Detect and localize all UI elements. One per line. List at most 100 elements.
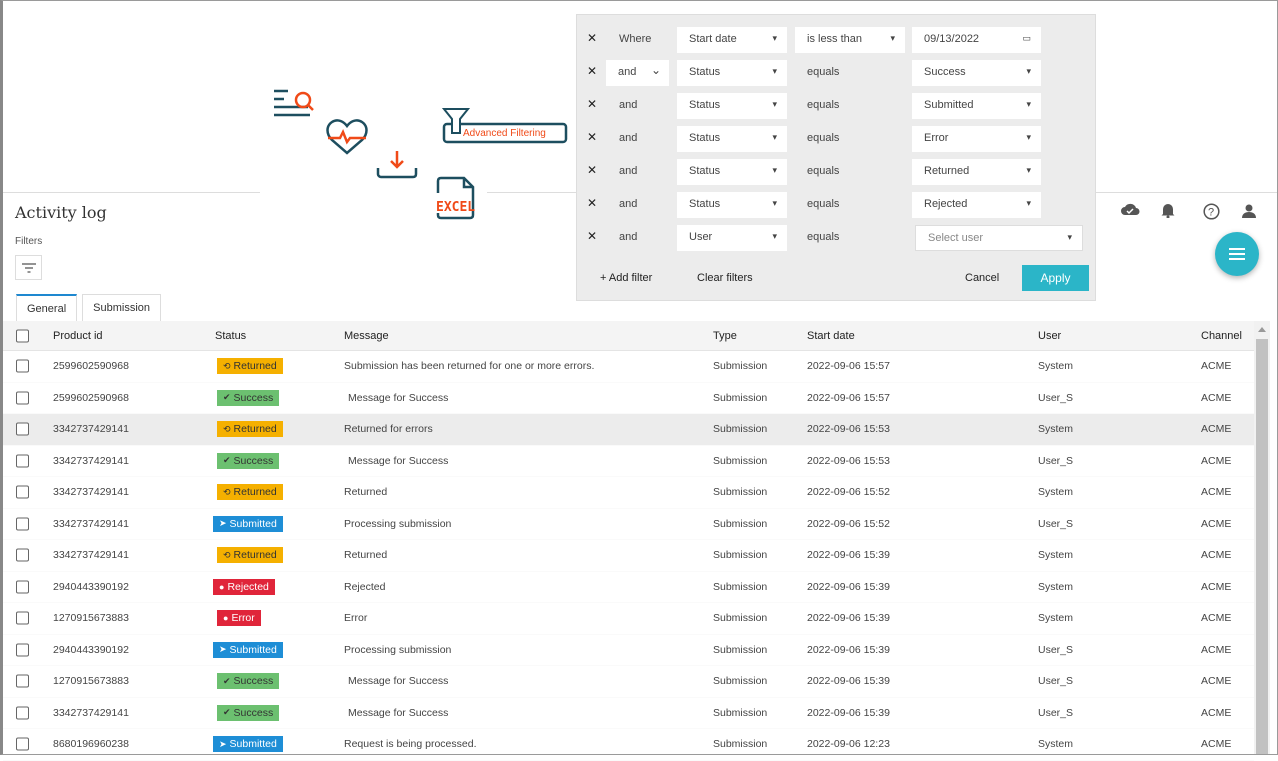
cancel-button[interactable]: Cancel bbox=[965, 272, 1000, 284]
vertical-scrollbar[interactable] bbox=[1254, 321, 1270, 755]
help-icon[interactable]: ? bbox=[1203, 203, 1220, 223]
type: Submission bbox=[713, 706, 768, 719]
operator-select[interactable]: is less than ▾ bbox=[795, 27, 905, 53]
type: Submission bbox=[713, 738, 768, 751]
table-row[interactable]: 2599602590968 ⟲ Returned Submission has bee… bbox=[3, 351, 1254, 383]
field-label: Status bbox=[689, 132, 721, 144]
advanced-filtering-callout: Advanced Filtering bbox=[441, 108, 568, 144]
field-select[interactable]: Start date ▾ bbox=[677, 27, 787, 53]
row-checkbox[interactable] bbox=[16, 706, 29, 720]
clear-filters-button[interactable]: Clear filters bbox=[697, 272, 753, 284]
table-row[interactable]: 3342737429141 ✔ Success Message for Success… bbox=[3, 446, 1254, 477]
column-header-start-date[interactable]: Start date bbox=[807, 329, 855, 342]
send-clock-icon: ➤ bbox=[219, 644, 227, 655]
scrollbar-thumb[interactable] bbox=[1256, 339, 1268, 755]
row-checkbox[interactable] bbox=[16, 548, 29, 562]
history-icon: ⟲ bbox=[223, 360, 231, 371]
chevron-down-icon: ▾ bbox=[772, 66, 777, 76]
column-header-message[interactable]: Message bbox=[344, 329, 389, 342]
user-select[interactable]: Select user ▾ bbox=[915, 225, 1083, 251]
operator-label: equals bbox=[807, 198, 840, 210]
remove-filter-icon[interactable]: ✕ bbox=[587, 196, 598, 210]
select-all-checkbox[interactable] bbox=[16, 329, 29, 342]
row-checkbox[interactable] bbox=[16, 737, 29, 751]
field-select[interactable]: Status ▾ bbox=[677, 192, 787, 218]
user-icon[interactable] bbox=[1242, 204, 1256, 221]
value-select[interactable]: Success ▾ bbox=[912, 60, 1041, 86]
row-checkbox[interactable] bbox=[16, 454, 29, 468]
row-checkbox[interactable] bbox=[16, 611, 29, 625]
message: Rejected bbox=[344, 580, 386, 593]
user: System bbox=[1038, 423, 1074, 436]
remove-filter-icon[interactable]: ✕ bbox=[587, 163, 598, 177]
row-checkbox[interactable] bbox=[16, 580, 29, 594]
filter-button[interactable] bbox=[15, 255, 42, 280]
activity-table: Product id Status Message Type Start date Use… bbox=[3, 321, 1254, 761]
row-checkbox[interactable] bbox=[16, 391, 29, 405]
remove-filter-icon[interactable]: ✕ bbox=[587, 229, 598, 243]
menu-fab-button[interactable] bbox=[1215, 232, 1259, 276]
date-input[interactable]: 09/13/2022 ▭ bbox=[912, 27, 1041, 53]
remove-filter-icon[interactable]: ✕ bbox=[587, 31, 598, 45]
field-select[interactable]: Status ▾ bbox=[677, 126, 787, 152]
message: Message for Success bbox=[348, 391, 449, 404]
message: Message for Success bbox=[348, 454, 449, 467]
table-row[interactable]: 2940443390192 ➤ Submitted Processing submis… bbox=[3, 635, 1254, 666]
filters-label: Filters bbox=[15, 236, 43, 247]
row-checkbox[interactable] bbox=[16, 517, 29, 531]
tab-submission[interactable]: Submission bbox=[82, 294, 161, 321]
calendar-icon: ▭ bbox=[1022, 33, 1031, 43]
status-label: Submitted bbox=[229, 738, 277, 751]
table-row[interactable]: 8680196960238 ➤ Submitted Request is being … bbox=[3, 729, 1254, 761]
column-header-type[interactable]: Type bbox=[713, 329, 737, 342]
product-id: 3342737429141 bbox=[53, 423, 129, 436]
table-row[interactable]: 3342737429141 ➤ Submitted Processing submis… bbox=[3, 509, 1254, 540]
tab-general[interactable]: General bbox=[16, 294, 78, 321]
value-select[interactable]: Rejected ▾ bbox=[912, 192, 1041, 218]
status-badge: ⟲ Returned bbox=[217, 421, 283, 438]
row-checkbox[interactable] bbox=[16, 485, 29, 499]
column-header-status[interactable]: Status bbox=[215, 329, 247, 342]
remove-filter-icon[interactable]: ✕ bbox=[587, 97, 598, 111]
scroll-up-arrow-icon[interactable] bbox=[1258, 327, 1266, 332]
column-header-channel[interactable]: Channel bbox=[1201, 329, 1242, 342]
table-row[interactable]: 3342737429141 ⟲ Returned Returned for error… bbox=[3, 414, 1254, 446]
remove-filter-icon[interactable]: ✕ bbox=[587, 130, 598, 144]
cloud-check-icon[interactable] bbox=[1120, 202, 1140, 219]
message: Message for Success bbox=[348, 706, 449, 719]
value-select[interactable]: Returned ▾ bbox=[912, 159, 1041, 185]
channel: ACME bbox=[1201, 580, 1232, 593]
value-label: Success bbox=[924, 66, 966, 78]
field-select[interactable]: Status ▾ bbox=[677, 60, 787, 86]
table-row[interactable]: 2599602590968 ✔ Success Message for Success… bbox=[3, 383, 1254, 414]
status-label: Rejected bbox=[227, 580, 269, 593]
row-checkbox[interactable] bbox=[16, 422, 29, 436]
conjunction-select[interactable]: and ⌄ bbox=[606, 60, 669, 86]
value-select[interactable]: Error ▾ bbox=[912, 126, 1041, 152]
product-id: 3342737429141 bbox=[53, 517, 129, 530]
field-select[interactable]: Status ▾ bbox=[677, 93, 787, 119]
table-row[interactable]: 3342737429141 ✔ Success Message for Success… bbox=[3, 698, 1254, 729]
row-checkbox[interactable] bbox=[16, 643, 29, 657]
type: Submission bbox=[713, 549, 768, 562]
table-row[interactable]: 1270915673883 ● Error Error Submission 2022-0… bbox=[3, 603, 1254, 635]
row-checkbox[interactable] bbox=[16, 674, 29, 688]
field-select[interactable]: Status ▾ bbox=[677, 159, 787, 185]
table-row[interactable]: 3342737429141 ⟲ Returned Returned Submission… bbox=[3, 477, 1254, 509]
table-row[interactable]: 1270915673883 ✔ Success Message for Success… bbox=[3, 666, 1254, 698]
column-header-product-id[interactable]: Product id bbox=[53, 329, 103, 342]
add-filter-button[interactable]: + Add filter bbox=[600, 272, 653, 284]
remove-filter-icon[interactable]: ✕ bbox=[587, 64, 598, 78]
field-select[interactable]: User ▾ bbox=[677, 225, 787, 251]
apply-button[interactable]: Apply bbox=[1022, 265, 1089, 291]
value-select[interactable]: Submitted ▾ bbox=[912, 93, 1041, 119]
start-date: 2022-09-06 15:39 bbox=[807, 549, 890, 562]
table-row[interactable]: 3342737429141 ⟲ Returned Returned Submission… bbox=[3, 540, 1254, 572]
row-checkbox[interactable] bbox=[16, 359, 29, 373]
start-date: 2022-09-06 15:39 bbox=[807, 580, 890, 593]
bell-icon[interactable] bbox=[1161, 202, 1175, 221]
table-row[interactable]: 2940443390192 ● Rejected Rejected Submission… bbox=[3, 572, 1254, 603]
message: Returned bbox=[344, 549, 388, 562]
column-header-user[interactable]: User bbox=[1038, 329, 1062, 342]
operator-label: equals bbox=[807, 99, 840, 111]
